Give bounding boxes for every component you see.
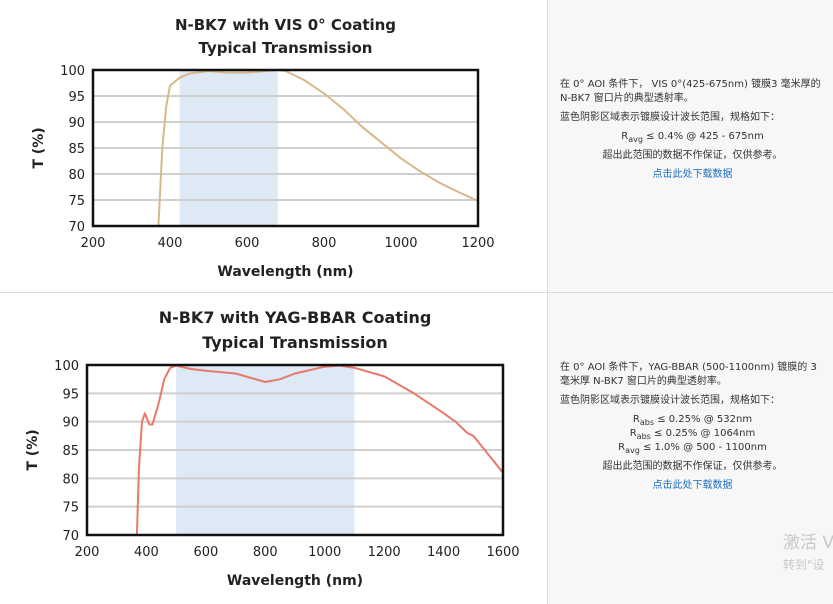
x-tick-label: 200 <box>81 236 106 251</box>
x-tick-label: 800 <box>253 545 278 560</box>
transmission-curve <box>135 364 504 536</box>
y-tick-label: 100 <box>54 359 79 374</box>
y-tick-label: 95 <box>62 387 79 402</box>
spec-line: Rabs ≤ 0.25% @ 1064nm <box>629 428 756 441</box>
chart-subtitle: Typical Transmission <box>199 39 373 57</box>
x-tick-label: 800 <box>312 236 337 251</box>
plot-frame <box>91 68 480 228</box>
disclaimer: 超出此范围的数据不作保证，仅供参考。 <box>602 461 783 472</box>
shade-note: 蓝色阴影区域表示镀膜设计波长范围，规格如下： <box>560 112 780 123</box>
x-tick-label: 600 <box>193 545 218 560</box>
chart-subtitle: Typical Transmission <box>202 333 388 352</box>
y-tick-label: 80 <box>68 168 85 183</box>
vis-description: 在 0° AOI 条件下， VIS 0°(425-675nm) 镀膜3 毫米厚的… <box>560 78 825 182</box>
spec-line: Ravg ≤ 0.4% @ 425 - 675nm <box>621 131 764 144</box>
spec-line: Rabs ≤ 0.25% @ 532nm <box>632 414 753 427</box>
x-tick-label: 1600 <box>486 545 519 560</box>
x-axis-label: Wavelength (nm) <box>217 264 353 280</box>
y-tick-label: 95 <box>68 90 85 105</box>
product-row-vis: N-BK7 with VIS 0° Coating Typical Transmi… <box>0 0 833 292</box>
x-tick-label: 1400 <box>427 545 460 560</box>
y-tick-label: 70 <box>62 529 79 544</box>
x-tick-label: 400 <box>158 236 183 251</box>
y-tick-label: 75 <box>68 194 85 209</box>
x-tick-label: 200 <box>75 545 100 560</box>
vis-transmission-chart: N-BK7 with VIS 0° Coating Typical Transmi… <box>31 16 495 280</box>
y-tick-label: 90 <box>62 416 79 431</box>
y-axis-label: T (%) <box>31 127 47 168</box>
spec-line: Ravg ≤ 1.0% @ 500 - 1100nm <box>618 442 767 455</box>
y-tick-label: 80 <box>62 472 79 487</box>
chart-title: N-BK7 with YAG-BBAR Coating <box>159 308 432 327</box>
product-row-yag: N-BK7 with YAG-BBAR Coating Typical Trans… <box>0 292 833 604</box>
y-tick-label: 75 <box>62 501 79 516</box>
download-data-link[interactable]: 点击此处下载数据 <box>652 169 733 180</box>
intro-text: 在 0° AOI 条件下，YAG-BBAR (500-1100nm) 镀膜的 3… <box>560 362 817 387</box>
yag-description: 在 0° AOI 条件下，YAG-BBAR (500-1100nm) 镀膜的 3… <box>560 361 825 493</box>
x-axis-label: Wavelength (nm) <box>227 573 363 589</box>
activation-watermark-sub: 转到"设 <box>783 558 825 572</box>
x-tick-label: 600 <box>235 236 260 251</box>
y-axis-label: T (%) <box>25 429 41 470</box>
y-tick-label: 100 <box>60 64 85 79</box>
chart-title: N-BK7 with VIS 0° Coating <box>175 16 396 34</box>
shade-note: 蓝色阴影区域表示镀膜设计波长范围，规格如下： <box>560 395 780 406</box>
x-tick-label: 1000 <box>308 545 341 560</box>
plot-frame <box>85 363 505 537</box>
x-tick-label: 1200 <box>368 545 401 560</box>
y-tick-label: 70 <box>68 220 85 235</box>
y-tick-label: 85 <box>68 142 85 157</box>
activation-watermark: 激活 V <box>783 533 833 553</box>
x-tick-label: 1200 <box>461 236 494 251</box>
y-tick-label: 85 <box>62 444 79 459</box>
intro-text: 在 0° AOI 条件下， VIS 0°(425-675nm) 镀膜3 毫米厚的… <box>560 79 821 104</box>
yag-transmission-chart: N-BK7 with YAG-BBAR Coating Typical Trans… <box>25 308 520 589</box>
download-data-link[interactable]: 点击此处下载数据 <box>652 480 733 491</box>
y-tick-label: 90 <box>68 116 85 131</box>
disclaimer: 超出此范围的数据不作保证，仅供参考。 <box>602 150 783 161</box>
x-tick-label: 400 <box>134 545 159 560</box>
x-tick-label: 1000 <box>384 236 417 251</box>
